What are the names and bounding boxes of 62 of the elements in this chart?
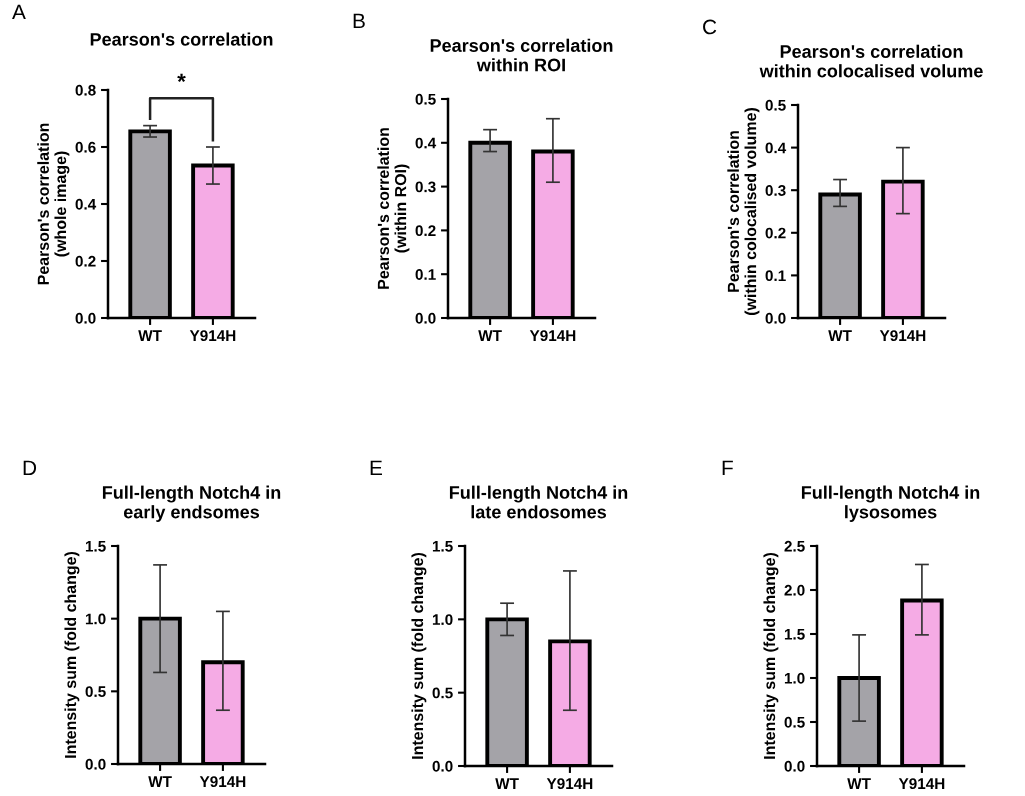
x-tick-label: WT (828, 330, 852, 341)
x-tick-label: Y914H (546, 778, 593, 790)
text: E (370, 460, 382, 476)
y-tick-label: 1.5 (784, 629, 805, 640)
y-tick-label: 0.1 (415, 269, 436, 280)
y-tick-label: 0.5 (765, 99, 786, 111)
x-tick-label: WT (138, 330, 162, 341)
y-tick-label: 1.0 (432, 614, 453, 626)
y-tick-label: 0.0 (432, 760, 453, 772)
y-tick-label: 1.5 (85, 541, 106, 552)
y-tick-label: 0.0 (784, 760, 805, 772)
y-tick-label: 1.0 (784, 672, 805, 684)
y-tick-label: 0.5 (415, 93, 436, 105)
y-tick-label: 0.0 (85, 758, 106, 770)
y-axis-title: Pearson's correlation (within colocalised volume) (727, 108, 760, 315)
x-tick-label: WT (478, 330, 502, 341)
y-tick-label: 0.0 (415, 312, 436, 324)
y-axis-title: Pearson's correlation (within ROI) (377, 128, 410, 289)
y-axis-title: Intensity sum (fold change) (411, 552, 427, 759)
y-tick-label: 2.0 (784, 584, 805, 596)
y-axis-title: Pearson's correlation (whole image) (37, 123, 70, 285)
y-tick-label: 0.3 (415, 181, 436, 193)
y-tick-label: 0.5 (432, 687, 453, 699)
x-tick-label: WT (148, 776, 172, 787)
y-tick-label: 0.1 (765, 270, 786, 282)
chart-title: Full-length Notch4 in lysosomes (801, 485, 980, 522)
y-tick-label: 0.6 (75, 141, 96, 153)
x-tick-label: Y914H (199, 776, 246, 788)
chart-title: Pearson's correlation within colocalised volume (759, 44, 983, 78)
y-tick-label: 0.4 (415, 137, 437, 149)
text: A (12, 4, 26, 20)
y-tick-label: 2.5 (784, 540, 805, 552)
x-tick-label: WT (847, 778, 871, 789)
y-tick-label: 0.0 (765, 312, 786, 324)
y-tick-label: 0.4 (765, 142, 787, 154)
y-tick-label: 0.2 (75, 255, 96, 267)
chart-title: Full-length Notch4 in early endsomes (102, 485, 281, 522)
text: F (722, 460, 733, 476)
y-tick-label: 1.0 (85, 613, 106, 625)
text: D (23, 460, 37, 476)
y-tick-label: 0.2 (765, 227, 786, 239)
x-tick-label: Y914H (529, 330, 576, 342)
y-tick-label: 1.5 (432, 541, 453, 552)
chart-title: Pearson's correlation within ROI (430, 38, 613, 72)
y-tick-label: 0.5 (85, 686, 106, 698)
text: * (177, 73, 186, 83)
x-tick-label: Y914H (879, 330, 926, 342)
y-tick-label: 0.3 (765, 185, 786, 196)
y-axis-title: Intensity sum (fold change) (763, 552, 779, 759)
x-tick-label: WT (495, 778, 519, 789)
text: B (353, 13, 365, 29)
x-tick-label: Y914H (189, 330, 236, 342)
y-axis-title: Intensity sum (fold change) (64, 551, 80, 758)
y-tick-label: 0.4 (75, 198, 97, 210)
y-tick-label: 0.0 (75, 312, 96, 324)
x-tick-label: Y914H (898, 778, 945, 790)
y-tick-label: 0.8 (75, 84, 96, 96)
chart-title: Full-length Notch4 in late endosomes (449, 485, 628, 519)
y-tick-label: 0.5 (784, 716, 805, 728)
y-tick-label: 0.2 (415, 225, 436, 237)
chart-title: Pearson's correlation (90, 32, 273, 46)
text: C (703, 19, 717, 35)
